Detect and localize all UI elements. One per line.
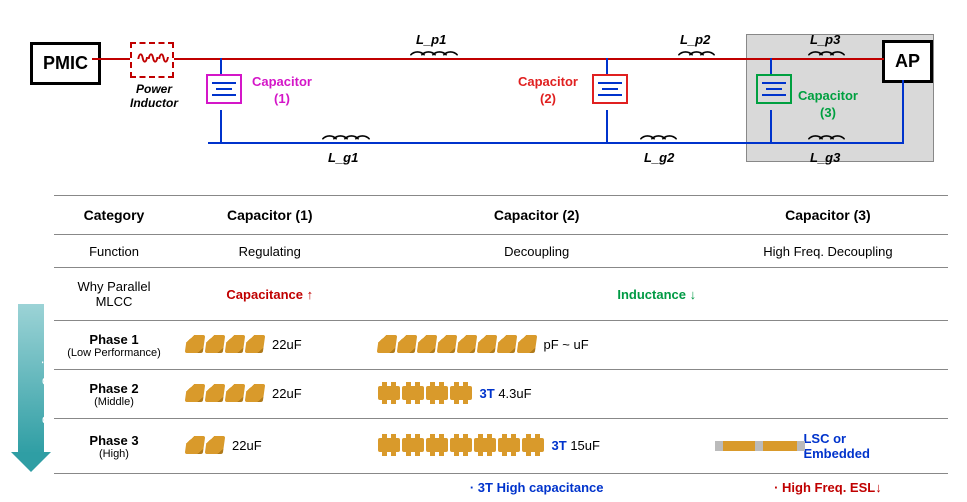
cap3-label: Capacitor(3)	[798, 88, 858, 122]
ind-lg3-label: L_g3	[810, 150, 840, 165]
hdr-category: Category	[54, 196, 174, 235]
phase3-c1: 22uF	[174, 419, 366, 474]
phase2-c1: 22uF	[174, 370, 366, 419]
phase3-c3: LSC orEmbedded	[708, 419, 948, 474]
phase2-sub: (Middle)	[62, 396, 166, 408]
space-saving-label: Space Saving	[40, 345, 54, 423]
func-c1: Regulating	[174, 235, 366, 268]
row-phase-2: Phase 2(Middle) 22uF 3T 4.3uF	[18, 370, 948, 419]
ind-lp3-icon: ⌒⌒⌒	[808, 48, 841, 69]
phase3-name: Phase 3	[62, 433, 166, 448]
ap-down	[902, 80, 904, 144]
table-header-row: Space Saving Category Capacitor (1) Capa…	[18, 196, 948, 235]
row-function: Function Regulating Decoupling High Freq…	[18, 235, 948, 268]
cap3-stem-bot	[770, 110, 772, 144]
phase2-c2: 3T 4.3uF	[366, 370, 708, 419]
row-phase-3: Phase 3(High) 22uF 3T 15uF LSC orEmbedde…	[18, 419, 948, 474]
cap2-label: Capacitor(2)	[518, 74, 578, 108]
cap3-icon	[756, 74, 792, 104]
power-inductor-icon: ∿∿∿	[136, 48, 167, 68]
ind-lp3-label: L_p3	[810, 32, 840, 47]
func-c2: Decoupling	[366, 235, 708, 268]
hdr-c2: Capacitor (2)	[366, 196, 708, 235]
ind-lp2-label: L_p2	[680, 32, 710, 47]
hdr-c1: Capacitor (1)	[174, 196, 366, 235]
why-label: Why Parallel MLCC	[54, 268, 174, 321]
ind-lg1-label: L_g1	[328, 150, 358, 165]
func-c3: High Freq. Decoupling	[708, 235, 948, 268]
cap2-stem-bot	[606, 110, 608, 144]
cap2-icon	[592, 74, 628, 104]
func-label: Function	[54, 235, 174, 268]
capacitor-table: Space Saving Category Capacitor (1) Capa…	[18, 195, 948, 501]
footnote-c2: · 3T High capacitance	[366, 474, 708, 502]
phase2-c3	[708, 370, 948, 419]
ind-lp2-icon: ⌒⌒⌒	[678, 48, 711, 69]
rail-top-2	[174, 58, 884, 60]
rail-bottom	[208, 142, 904, 144]
why-c1: Capacitance ↑	[174, 268, 366, 321]
row-phase-1: Phase 1(Low Performance) 22uF pF ~ uF	[18, 321, 948, 370]
circuit-diagram: PMIC AP ∿∿∿ PowerInductor ⌒⌒⌒⌒ L_p1 ⌒⌒⌒ …	[30, 10, 937, 180]
phase1-name: Phase 1	[62, 332, 166, 347]
cap1-stem-bot	[220, 110, 222, 144]
footnote-c3: · High Freq. ESL↓	[708, 474, 948, 502]
phase3-sub: (High)	[62, 448, 166, 460]
pmic-block: PMIC	[30, 42, 101, 85]
phase2-name: Phase 2	[62, 381, 166, 396]
hdr-c3: Capacitor (3)	[708, 196, 948, 235]
power-inductor-label: PowerInductor	[126, 82, 182, 111]
cap1-icon	[206, 74, 242, 104]
ind-lg2-label: L_g2	[644, 150, 674, 165]
cap1-label: Capacitor(1)	[252, 74, 312, 108]
ap-block: AP	[882, 40, 933, 83]
phase1-c3	[708, 321, 948, 370]
row-footnotes: · 3T High capacitance · High Freq. ESL↓	[18, 474, 948, 502]
rail-top	[92, 58, 130, 60]
phase1-c2: pF ~ uF	[366, 321, 708, 370]
phase1-sub: (Low Performance)	[62, 347, 166, 359]
ind-lp1-label: L_p1	[416, 32, 446, 47]
ind-lp1-icon: ⌒⌒⌒⌒	[410, 48, 454, 69]
why-c23: Inductance ↓	[366, 268, 948, 321]
row-why: Why Parallel MLCC Capacitance ↑ Inductan…	[18, 268, 948, 321]
phase1-c1: 22uF	[174, 321, 366, 370]
phase3-c2: 3T 15uF	[366, 419, 708, 474]
